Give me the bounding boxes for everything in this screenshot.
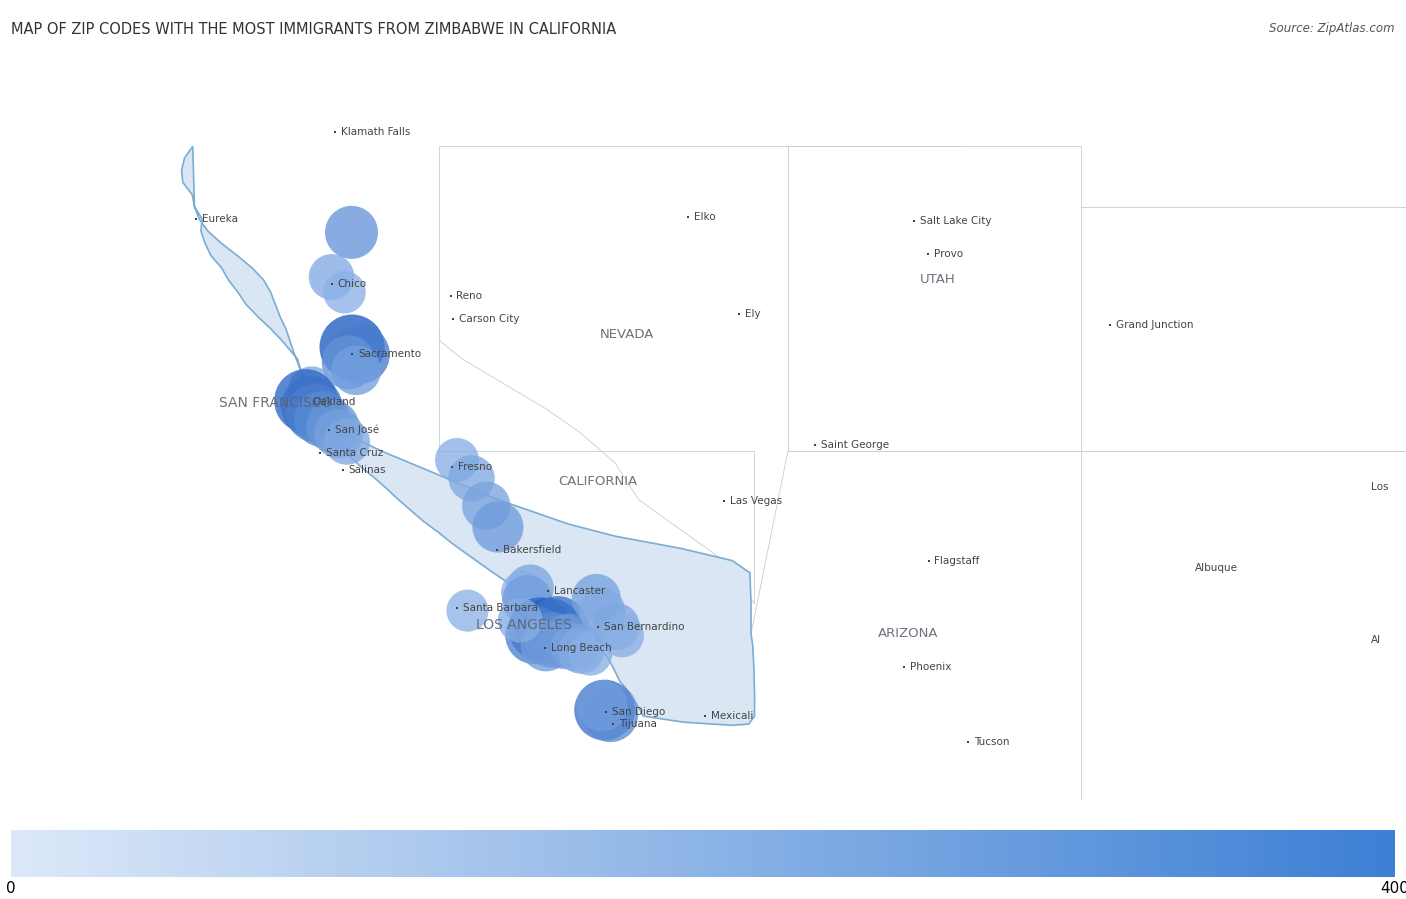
- Point: [301, 400, 323, 414]
- Text: Tijuana: Tijuana: [619, 719, 657, 729]
- Point: [547, 619, 569, 634]
- Point: [605, 619, 627, 634]
- Point: [538, 624, 561, 638]
- Point: [591, 603, 613, 618]
- Text: Ely: Ely: [745, 308, 761, 318]
- Text: Oakland: Oakland: [312, 397, 356, 407]
- Polygon shape: [181, 147, 755, 725]
- Point: [322, 419, 344, 433]
- Text: CALIFORNIA: CALIFORNIA: [558, 475, 637, 488]
- Point: [340, 226, 363, 240]
- Point: [585, 592, 607, 606]
- Text: Klamath Falls: Klamath Falls: [340, 128, 411, 138]
- Text: Carson City: Carson City: [458, 314, 519, 324]
- Point: [516, 593, 538, 608]
- Point: [446, 453, 468, 467]
- Text: NEVADA: NEVADA: [599, 328, 654, 342]
- Point: [340, 340, 363, 354]
- Point: [304, 405, 326, 420]
- Point: [509, 613, 531, 628]
- Text: Eureka: Eureka: [201, 214, 238, 224]
- Point: [541, 633, 564, 647]
- Text: ARIZONA: ARIZONA: [877, 628, 938, 640]
- Text: SAN FRANCISCO: SAN FRANCISCO: [219, 396, 332, 410]
- Text: Lancaster: Lancaster: [554, 586, 606, 596]
- Text: Salinas: Salinas: [349, 466, 387, 476]
- Point: [569, 644, 592, 658]
- Point: [486, 520, 509, 534]
- Text: Santa Cruz: Santa Cruz: [326, 448, 384, 458]
- Point: [301, 383, 323, 397]
- Text: Elko: Elko: [693, 212, 716, 222]
- Point: [553, 635, 575, 649]
- Text: Flagstaff: Flagstaff: [935, 556, 980, 565]
- Point: [344, 363, 367, 378]
- Text: Phoenix: Phoenix: [910, 663, 952, 672]
- Point: [523, 628, 546, 642]
- Point: [579, 646, 602, 661]
- Text: Mexicali: Mexicali: [710, 710, 754, 720]
- Point: [512, 585, 534, 600]
- Text: Long Beach: Long Beach: [551, 643, 612, 653]
- Point: [534, 639, 557, 654]
- Text: Santa Barbara: Santa Barbara: [463, 603, 538, 613]
- Text: San Bernardino: San Bernardino: [605, 622, 685, 632]
- Text: LOS ANGELES: LOS ANGELES: [477, 618, 572, 632]
- Text: Tucson: Tucson: [974, 737, 1010, 747]
- Text: Los: Los: [1371, 483, 1388, 493]
- Point: [558, 633, 581, 647]
- Text: San Diego: San Diego: [612, 707, 665, 717]
- Point: [311, 412, 333, 426]
- Text: Saint George: Saint George: [821, 440, 890, 450]
- Text: Chico: Chico: [337, 280, 367, 289]
- Text: Fresno: Fresno: [457, 462, 492, 472]
- Text: Reno: Reno: [457, 291, 482, 301]
- Text: UTAH: UTAH: [920, 273, 955, 287]
- Point: [460, 471, 482, 485]
- Point: [328, 426, 350, 441]
- Text: Source: ZipAtlas.com: Source: ZipAtlas.com: [1270, 22, 1395, 35]
- Text: Bakersfield: Bakersfield: [503, 545, 561, 556]
- Point: [529, 622, 551, 636]
- Point: [457, 603, 479, 618]
- Text: Sacramento: Sacramento: [359, 350, 420, 360]
- Point: [349, 347, 371, 361]
- Point: [321, 270, 343, 284]
- Point: [333, 285, 356, 299]
- Point: [519, 581, 541, 595]
- Text: Provo: Provo: [934, 249, 963, 259]
- Text: San José: San José: [335, 425, 378, 435]
- Point: [337, 355, 360, 369]
- Text: Las Vegas: Las Vegas: [730, 496, 782, 506]
- Text: MAP OF ZIP CODES WITH THE MOST IMMIGRANTS FROM ZIMBABWE IN CALIFORNIA: MAP OF ZIP CODES WITH THE MOST IMMIGRANT…: [11, 22, 616, 38]
- Text: Salt Lake City: Salt Lake City: [921, 217, 991, 227]
- Text: Al: Al: [1371, 635, 1381, 645]
- Point: [612, 628, 634, 643]
- Point: [564, 640, 586, 654]
- Point: [295, 394, 318, 408]
- Point: [475, 498, 498, 512]
- Point: [591, 699, 613, 713]
- Point: [336, 434, 359, 449]
- Text: Albuque: Albuque: [1195, 563, 1239, 573]
- Point: [599, 708, 621, 722]
- Point: [593, 703, 616, 717]
- Text: Grand Junction: Grand Junction: [1116, 320, 1194, 330]
